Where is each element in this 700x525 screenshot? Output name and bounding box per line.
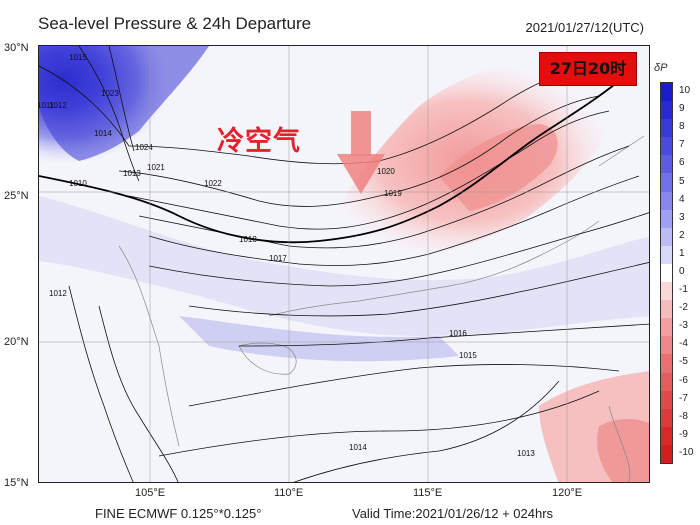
contour-label: 1021: [147, 163, 165, 172]
lon-label: 105°E: [135, 487, 166, 499]
colorbar-level-label: 4: [679, 193, 685, 205]
contour-label: 1023: [101, 89, 119, 98]
colorbar-level-label: 8: [679, 121, 685, 133]
map-canvas: 1015 1012 1011 1023 1014 1024 1021 1013 …: [39, 46, 649, 482]
colorbar-level-label: -7: [679, 392, 688, 404]
colorbar-level-label: -10: [679, 446, 694, 458]
lat-label: 20°N: [4, 336, 29, 348]
contour-labels: 1015 1012 1011 1023 1014 1024 1021 1013 …: [39, 53, 535, 458]
colorbar-level-label: 6: [679, 157, 685, 169]
contour-label: 1013: [517, 449, 535, 458]
contour-label: 1012: [49, 289, 67, 298]
colorbar-level-label: 1: [679, 247, 685, 259]
colorbar-level-label: -9: [679, 428, 688, 440]
colorbar-swatch: [661, 101, 672, 120]
colorbar-level-label: -8: [679, 410, 688, 422]
coastlines: [118, 135, 645, 482]
contour-label: 1020: [377, 167, 395, 176]
colorbar-swatch: [661, 137, 672, 156]
pressure-map: 1015 1012 1011 1023 1014 1024 1021 1013 …: [38, 45, 650, 483]
lat-label: 30°N: [4, 42, 29, 54]
colorbar-level-label: -6: [679, 374, 688, 386]
core-inner: [39, 46, 209, 161]
cold-air-arrow: [337, 111, 385, 194]
colorbar-swatch: [661, 191, 672, 210]
hainan-band: [179, 316, 459, 362]
colorbar-swatch: [661, 173, 672, 192]
valid-time-caption: Valid Time:2021/01/26/12 + 024hrs: [352, 506, 554, 521]
colorbar-swatch: [661, 83, 672, 102]
colorbar-swatch: [661, 354, 672, 373]
lon-label: 115°E: [413, 487, 443, 499]
weak-positive-band: [39, 196, 649, 336]
contour-label: 1018: [239, 235, 257, 244]
colorbar-swatch: [661, 390, 672, 409]
lat-label: 25°N: [4, 190, 29, 202]
lon-label: 110°E: [274, 487, 304, 499]
contour-label: 1022: [204, 179, 222, 188]
colorbar-swatch: [661, 209, 672, 228]
colorbar-swatch: [661, 408, 672, 427]
contour-label: 1015: [69, 53, 87, 62]
colorbar-swatch: [661, 263, 672, 283]
map-datetime: 2021/01/27/12(UTC): [525, 20, 644, 35]
colorbar-swatch: [661, 119, 672, 138]
colorbar-swatch: [661, 426, 672, 445]
time-badge: 27日20时: [539, 52, 637, 86]
contour-label: 1019: [384, 189, 402, 198]
contour-label: 1017: [269, 254, 287, 263]
cold-air-label: 冷空气: [217, 126, 301, 157]
contour-label: 1014: [349, 443, 367, 452]
se-negative-core: [597, 419, 649, 482]
colorbar-level-label: 10: [679, 85, 691, 97]
contour-label: 1012: [49, 101, 67, 110]
colorbar-level-label: 0: [679, 266, 685, 277]
contour-label: 1016: [449, 329, 467, 338]
colorbar-swatch: [661, 336, 672, 355]
contour-label: 1014: [94, 129, 112, 138]
colorbar-title: δP: [654, 62, 668, 74]
isobars: [39, 46, 649, 482]
colorbar-level-label: 5: [679, 175, 685, 187]
contour-label: 1011: [39, 101, 55, 110]
colorbar-swatch: [661, 282, 672, 301]
map-title: Sea-level Pressure & 24h Departure: [38, 14, 312, 33]
contour-label: 1010: [69, 179, 87, 188]
colorbar-swatch: [661, 318, 672, 337]
colorbar-level-label: -3: [679, 320, 688, 332]
model-caption: FINE ECMWF 0.125°*0.125°: [95, 506, 262, 521]
lon-label: 120°E: [552, 487, 583, 499]
colorbar-swatch: [661, 227, 672, 246]
colorbar-level-label: 3: [679, 211, 685, 223]
colorbar-level-label: -5: [679, 356, 688, 368]
colorbar-level-label: -1: [679, 284, 688, 296]
colorbar-swatch: [661, 155, 672, 174]
graticule: [39, 46, 649, 482]
colorbar-level-label: -2: [679, 302, 688, 314]
colorbar-swatch: [661, 372, 672, 391]
colorbar-swatch: [661, 245, 672, 264]
contour-label: 1015: [459, 351, 477, 360]
colorbar-level-label: 7: [679, 139, 685, 151]
contour-label: 1013: [123, 169, 141, 178]
thick-isobar: [39, 80, 620, 244]
contour-label: 1024: [135, 143, 153, 152]
colorbar-level-label: 2: [679, 229, 685, 241]
colorbar-swatch: [661, 300, 672, 319]
colorbar-level-label: -4: [679, 338, 688, 350]
negative-anomaly-core: [439, 124, 558, 211]
colorbar-level-label: 9: [679, 103, 685, 115]
colorbar-swatch: [661, 444, 672, 463]
colorbar: [660, 82, 673, 464]
lat-label: 15°N: [4, 477, 29, 489]
